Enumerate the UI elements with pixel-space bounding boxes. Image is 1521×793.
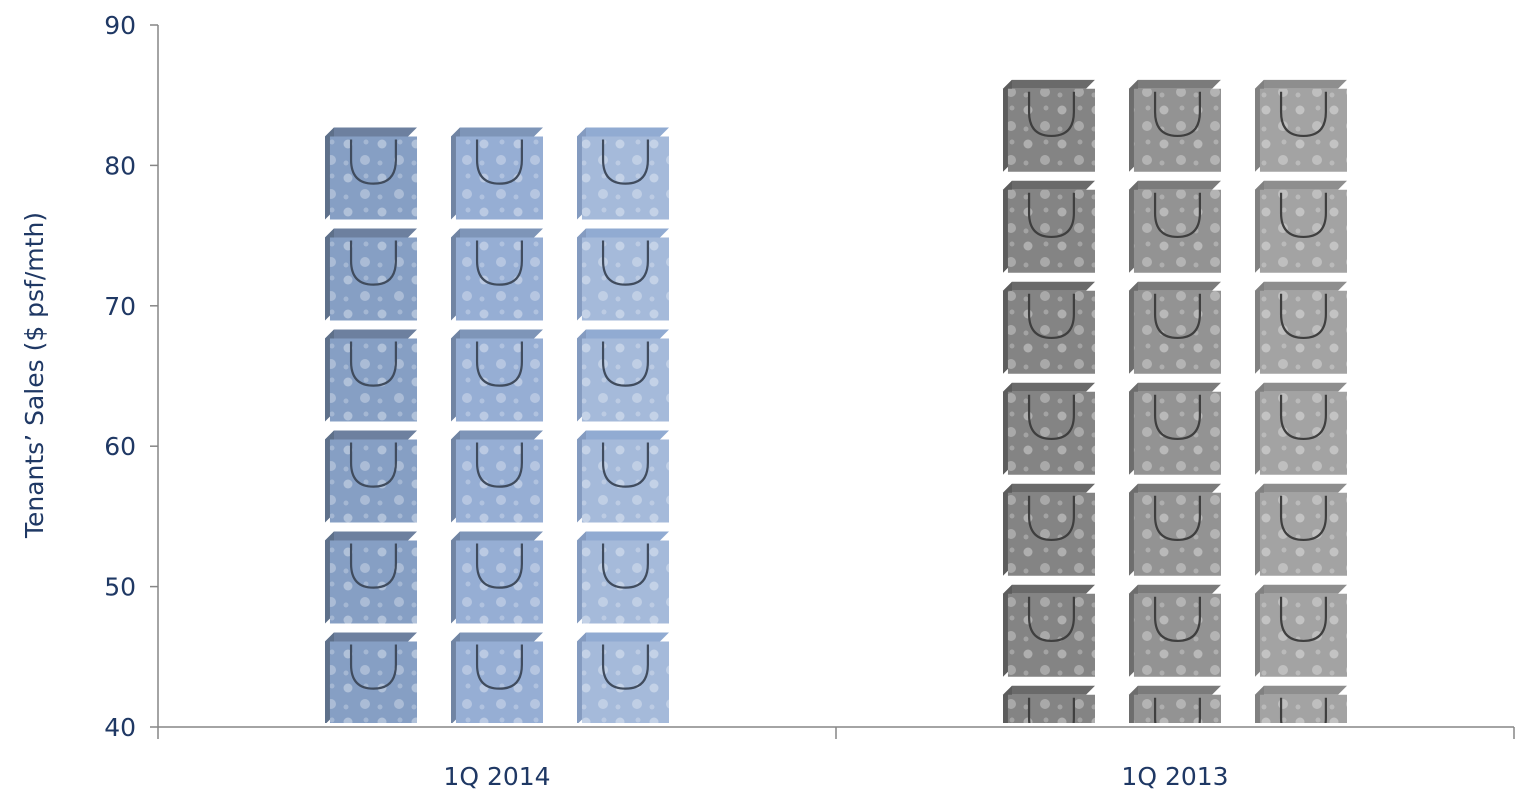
shopping-bag-icon [1129,281,1221,374]
shopping-bag-icon [451,632,543,723]
shopping-bag-icon [451,127,543,220]
shopping-bag-icon [1255,180,1347,273]
shopping-bag-icon [577,632,669,723]
shopping-bag-icon [1255,685,1347,724]
shopping-bag-icon [325,127,417,220]
shopping-bag-icon [577,531,669,624]
shopping-bag-icon [1129,483,1221,576]
shopping-bag-icon [325,228,417,321]
shopping-bag-icon [577,228,669,321]
y-tick-label: 90 [104,11,136,40]
shopping-bag-icon [451,430,543,523]
shopping-bag-icon [1129,180,1221,273]
bars-layer [325,79,1347,724]
shopping-bag-icon [1003,79,1095,172]
y-tick-label: 50 [104,573,136,602]
shopping-bag-icon [451,228,543,321]
shopping-bag-icon [1255,382,1347,475]
bar [325,127,669,723]
shopping-bag-icon [1003,281,1095,374]
shopping-bag-icon [325,632,417,723]
x-category-label: 1Q 2013 [1121,762,1228,791]
shopping-bag-icon [451,329,543,422]
shopping-bag-icon [1003,584,1095,677]
shopping-bag-icon [1129,685,1221,724]
bar [1003,79,1347,724]
shopping-bag-icon [1129,382,1221,475]
x-category-label: 1Q 2014 [443,762,550,791]
shopping-bag-icon [1003,685,1095,724]
shopping-bag-icon [1255,584,1347,677]
y-tick-label: 70 [104,292,136,321]
shopping-bag-icon [1255,79,1347,172]
shopping-bag-icon [1129,79,1221,172]
shopping-bag-icon [1255,281,1347,374]
y-axis-title: Tenants’ Sales ($ psf/mth) [20,212,49,539]
y-tick-label: 80 [104,151,136,180]
shopping-bag-icon [577,127,669,220]
shopping-bag-icon [325,329,417,422]
shopping-bag-icon [1255,483,1347,576]
shopping-bag-icon [1003,483,1095,576]
shopping-bag-icon [577,430,669,523]
shopping-bag-icon [325,430,417,523]
shopping-bag-icon [577,329,669,422]
shopping-bag-icon [1003,180,1095,273]
y-tick-label: 40 [104,713,136,742]
y-tick-label: 60 [104,432,136,461]
axes-layer: 40 50 60 70 80 90 1Q 2014 1Q 2013 [104,11,1515,791]
shopping-bag-icon [325,531,417,624]
shopping-bag-icon [1003,382,1095,475]
shopping-bag-icon [1129,584,1221,677]
shopping-bag-icon [451,531,543,624]
